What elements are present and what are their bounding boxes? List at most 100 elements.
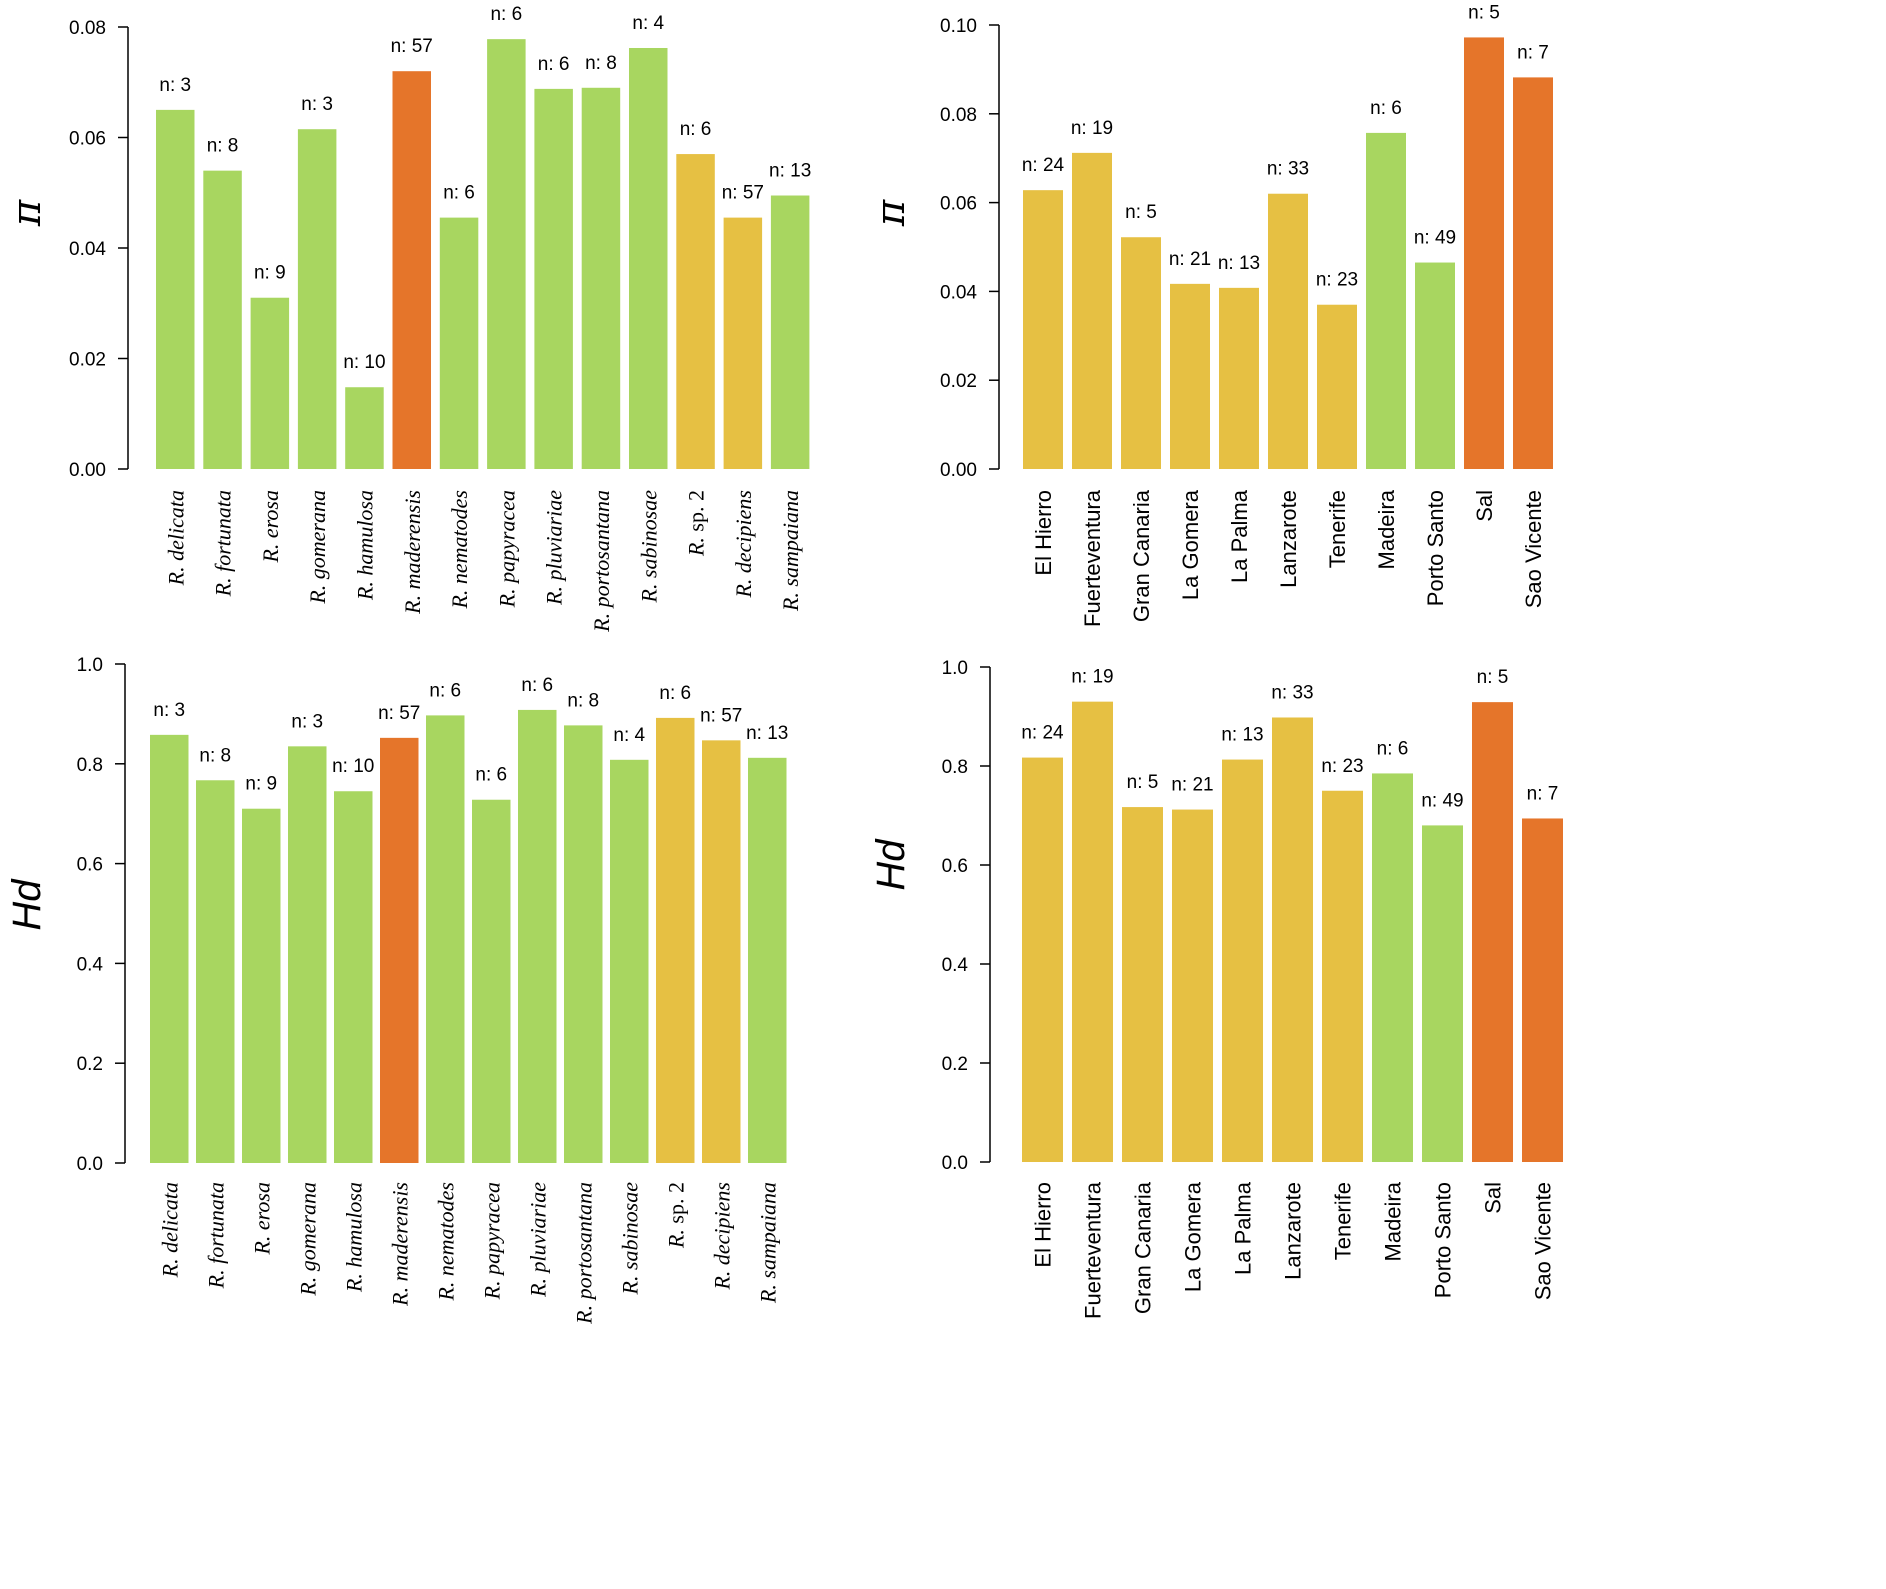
n-label: n: 57 bbox=[722, 183, 764, 204]
n-label: n: 33 bbox=[1267, 159, 1309, 180]
category-label: Tenerife bbox=[1331, 1182, 1356, 1260]
n-label: n: 6 bbox=[490, 4, 522, 25]
y-axis-label: Hd bbox=[5, 878, 49, 931]
n-label: n: 57 bbox=[700, 705, 742, 726]
y-tick-label: 0.8 bbox=[942, 757, 968, 778]
bar-sal bbox=[1472, 702, 1513, 1162]
n-label: n: 6 bbox=[1377, 738, 1409, 759]
n-label: n: 7 bbox=[1527, 783, 1559, 804]
y-tick-label: 0.2 bbox=[942, 1054, 968, 1075]
y-tick-label: 0.4 bbox=[942, 955, 969, 976]
bar-lanzarote bbox=[1272, 717, 1313, 1162]
bar-gran-canaria bbox=[1122, 807, 1163, 1162]
category-label: R. gomerana bbox=[305, 490, 330, 605]
chart-panel-islands-pi: 0.00 0.02 0.04 0.06 0.08 0.10 π n: 24 El Hierro n… bbox=[868, 2, 1553, 627]
category-label: R. maderensis bbox=[387, 1182, 412, 1307]
bar-la-palma bbox=[1222, 759, 1263, 1162]
bar-r-sp-2 bbox=[656, 717, 695, 1163]
n-label: n: 6 bbox=[475, 765, 507, 786]
y-tick-label: 0.02 bbox=[940, 371, 977, 392]
category-label: El Hierro bbox=[1031, 490, 1056, 576]
y-tick-label: 0.00 bbox=[69, 460, 106, 481]
bar-r-maderensis bbox=[380, 737, 419, 1163]
bar-el-hierro bbox=[1023, 190, 1063, 469]
bar-la-palma bbox=[1219, 287, 1259, 469]
bar-r-portosantana bbox=[564, 725, 603, 1163]
category-label: Gran Canaria bbox=[1129, 489, 1154, 622]
category-label: R. gomerana bbox=[295, 1182, 320, 1297]
n-label: n: 21 bbox=[1169, 249, 1211, 270]
n-label: n: 5 bbox=[1127, 772, 1159, 793]
bar-tenerife bbox=[1322, 790, 1363, 1162]
y-tick-label: 0.8 bbox=[77, 755, 103, 776]
n-label: n: 3 bbox=[301, 94, 333, 115]
n-label: n: 8 bbox=[207, 136, 239, 157]
bar-r-nematodes bbox=[439, 217, 479, 469]
bar-fuerteventura bbox=[1072, 701, 1113, 1162]
y-tick-label: 0.06 bbox=[940, 194, 977, 215]
category-label: R. pluviariae bbox=[525, 1182, 550, 1298]
bar-r-sampaiana bbox=[770, 195, 810, 469]
category-label: R. pluviariae bbox=[542, 490, 567, 606]
category-label: Fuerteventura bbox=[1080, 489, 1105, 627]
n-label: n: 13 bbox=[1221, 725, 1263, 746]
category-label: R. sabinosae bbox=[636, 490, 661, 604]
category-label: La Gomera bbox=[1181, 1181, 1206, 1292]
category-label: La Palma bbox=[1231, 1181, 1256, 1275]
y-tick-label: 0.0 bbox=[77, 1154, 103, 1175]
bar-r-delicata bbox=[150, 734, 189, 1163]
bar-r-portosantana bbox=[581, 87, 621, 470]
bar-r-pluviariae bbox=[518, 709, 557, 1163]
category-label: R. sp. 2 bbox=[684, 490, 709, 557]
category-label: R. papyracea bbox=[479, 1182, 504, 1300]
category-label: La Palma bbox=[1227, 489, 1252, 583]
category-label: Gran Canaria bbox=[1131, 1181, 1156, 1314]
bar-r-maderensis bbox=[392, 71, 431, 469]
y-tick-label: 0.08 bbox=[940, 105, 977, 126]
category-label: Porto Santo bbox=[1431, 1182, 1456, 1298]
n-label: n: 19 bbox=[1071, 667, 1113, 688]
n-label: n: 6 bbox=[1370, 98, 1402, 119]
bar-r-erosa bbox=[242, 808, 281, 1163]
category-label: Lanzarote bbox=[1281, 1182, 1306, 1280]
bar-r-decipiens bbox=[723, 217, 763, 469]
category-label: R. papyracea bbox=[494, 490, 519, 608]
n-label: n: 4 bbox=[613, 725, 645, 746]
n-label: n: 3 bbox=[159, 75, 191, 96]
category-label: R. portosantana bbox=[589, 490, 614, 633]
y-tick-label: 0.02 bbox=[69, 350, 106, 371]
category-label: R. decipiens bbox=[731, 490, 756, 599]
category-label: R. nematodes bbox=[447, 490, 472, 610]
n-label: n: 57 bbox=[391, 36, 433, 57]
category-label: Sal bbox=[1472, 490, 1497, 522]
category-label: R. sampaiana bbox=[778, 490, 803, 612]
bar-r-fortunata bbox=[203, 170, 242, 469]
category-label: Madeira bbox=[1374, 489, 1399, 569]
category-label: Madeira bbox=[1381, 1181, 1406, 1261]
n-label: n: 13 bbox=[1218, 253, 1260, 274]
category-label: R. sampaiana bbox=[755, 1182, 780, 1304]
n-label: n: 57 bbox=[378, 703, 420, 724]
n-label: n: 21 bbox=[1171, 775, 1213, 796]
n-label: n: 6 bbox=[538, 54, 570, 75]
n-label: n: 8 bbox=[567, 690, 599, 711]
bar-r-gomerana bbox=[297, 129, 337, 469]
bar-tenerife bbox=[1317, 304, 1357, 469]
category-label: Sal bbox=[1481, 1182, 1506, 1214]
bar-r-hamulosa bbox=[334, 791, 373, 1163]
bar-sao-vicente bbox=[1522, 818, 1563, 1162]
bar-sal bbox=[1464, 37, 1504, 469]
y-axis-label: Hd bbox=[869, 838, 913, 891]
y-tick-label: 0.04 bbox=[940, 282, 977, 303]
n-label: n: 10 bbox=[332, 756, 374, 777]
y-tick-label: 1.0 bbox=[77, 655, 103, 676]
n-label: n: 8 bbox=[199, 745, 231, 766]
bar-r-sabinosae bbox=[629, 47, 668, 470]
category-label: El Hierro bbox=[1031, 1182, 1056, 1268]
bar-r-nematodes bbox=[426, 715, 465, 1163]
bar-r-gomerana bbox=[288, 746, 327, 1163]
y-tick-label: 0.00 bbox=[940, 460, 977, 481]
n-label: n: 8 bbox=[585, 53, 617, 74]
bar-r-papyracea bbox=[487, 39, 526, 469]
